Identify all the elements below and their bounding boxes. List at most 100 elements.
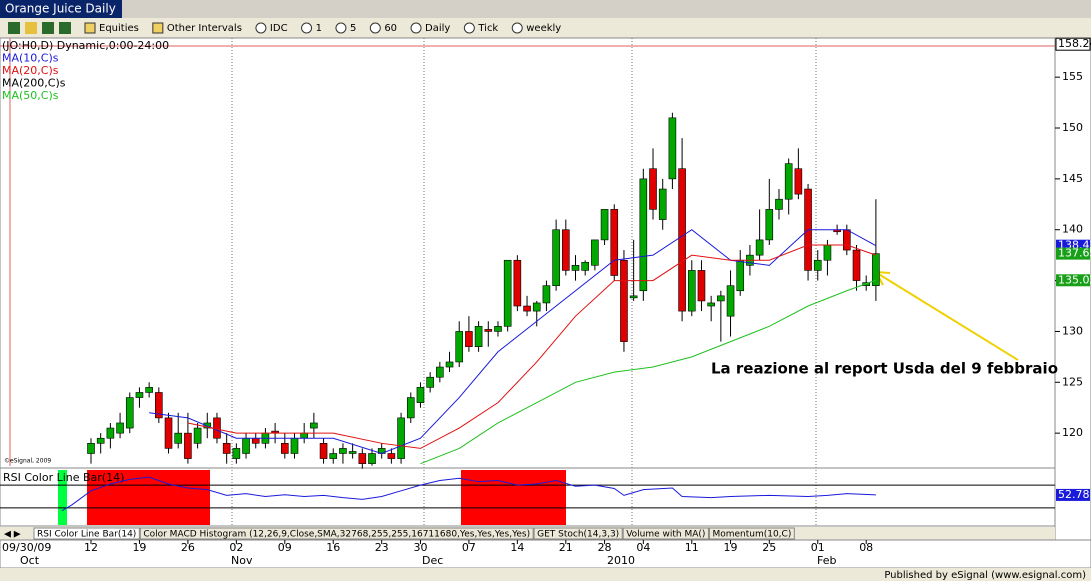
candle-body bbox=[232, 448, 241, 459]
candle-body bbox=[251, 437, 260, 444]
candle-body bbox=[678, 168, 686, 312]
toolbar bbox=[0, 18, 1091, 38]
candle-body bbox=[765, 209, 774, 241]
candle-body bbox=[348, 451, 357, 454]
candle-body bbox=[406, 397, 415, 419]
candle-body bbox=[145, 387, 153, 393]
candle-body bbox=[339, 448, 347, 454]
candle-body bbox=[562, 229, 570, 271]
candle-body bbox=[164, 417, 173, 449]
toolbar-icon bbox=[152, 22, 164, 34]
status-text: Published by eSignal (www.esignal.com) bbox=[884, 570, 1086, 581]
toolbar-icon bbox=[42, 22, 54, 34]
candle-body bbox=[843, 229, 851, 251]
candle-body bbox=[222, 443, 231, 454]
toolbar-icon bbox=[255, 22, 267, 34]
candle-body bbox=[184, 432, 192, 459]
candle-body bbox=[280, 443, 289, 454]
tab[interactable] bbox=[622, 527, 709, 540]
candle-body bbox=[552, 229, 560, 286]
rsi-title: RSI Color Line Bar(14) bbox=[3, 471, 124, 484]
candle-body bbox=[319, 443, 328, 459]
toolbar-button[interactable]: Daily bbox=[425, 23, 450, 34]
toolbar-button[interactable]: IDC bbox=[270, 23, 288, 34]
candle-body bbox=[135, 392, 144, 398]
candle-body bbox=[629, 295, 638, 299]
candle-body bbox=[784, 163, 793, 200]
x-tick-label: 09 bbox=[278, 541, 292, 554]
rsi-line bbox=[61, 476, 876, 512]
rsi-marker bbox=[1056, 488, 1090, 501]
candle-body bbox=[823, 244, 832, 261]
candle-body bbox=[726, 285, 735, 317]
candle-body bbox=[658, 188, 667, 220]
candle-body bbox=[310, 422, 318, 429]
legend-entry: MA(10,C)s bbox=[2, 52, 59, 65]
toolbar-icon bbox=[59, 22, 71, 34]
candle-body bbox=[717, 295, 725, 302]
candle-body bbox=[503, 259, 512, 327]
toolbar-button[interactable]: Equities bbox=[99, 23, 139, 34]
candle-body bbox=[465, 331, 473, 347]
toolbar-button[interactable]: 1 bbox=[316, 23, 322, 34]
candle-body bbox=[445, 361, 454, 368]
x-tick-label: 21 bbox=[559, 541, 573, 554]
candle-body bbox=[775, 198, 783, 210]
x-tick-label: 28 bbox=[598, 541, 612, 554]
month-label: Nov bbox=[231, 554, 253, 567]
price-axis bbox=[1054, 37, 1091, 541]
month-label: Dec bbox=[422, 554, 443, 567]
candle-body bbox=[329, 453, 338, 459]
tab-label: Color MACD Histogram (12,26,9,Close,SMA,… bbox=[143, 530, 530, 540]
toolbar-icon bbox=[25, 22, 37, 34]
toolbar-button[interactable]: Other Intervals bbox=[167, 23, 242, 34]
x-tick-label: 19 bbox=[132, 541, 146, 554]
price-panel bbox=[0, 37, 1056, 469]
toolbar-icon bbox=[84, 22, 96, 34]
candle-body bbox=[687, 270, 696, 312]
toolbar-button[interactable]: 60 bbox=[384, 23, 397, 34]
tab[interactable] bbox=[33, 527, 140, 540]
price-marker bbox=[1056, 247, 1090, 260]
rsi-zone-low bbox=[58, 470, 67, 525]
moving-average bbox=[420, 279, 877, 465]
start-date: 09/30/09 bbox=[2, 541, 51, 554]
price-box bbox=[1055, 37, 1091, 51]
y-tick-label: 155 bbox=[1062, 70, 1083, 83]
tab-label: GET Stoch(14,3,3) bbox=[537, 530, 619, 540]
candle-body bbox=[697, 270, 706, 302]
x-tick-label: 25 bbox=[762, 541, 776, 554]
annotation: La reazione al report Usda del 9 febbrai… bbox=[711, 360, 1058, 378]
month-label: Oct bbox=[20, 554, 40, 567]
rsi-zone-high bbox=[461, 470, 566, 525]
arrow-shaft bbox=[876, 272, 1019, 361]
toolbar-button[interactable]: weekly bbox=[526, 23, 561, 34]
price-marker-label: 135.03 bbox=[1058, 273, 1091, 286]
candle-body bbox=[416, 387, 425, 403]
toolbar-button[interactable]: 5 bbox=[350, 23, 356, 34]
y-tick-label: 140 bbox=[1062, 223, 1083, 236]
candle-body bbox=[193, 427, 202, 444]
tab[interactable] bbox=[533, 527, 623, 540]
toolbar-icon bbox=[511, 22, 523, 34]
moving-average bbox=[187, 244, 877, 449]
candle-body bbox=[649, 168, 657, 210]
candle-body bbox=[532, 302, 541, 312]
tab[interactable] bbox=[139, 527, 534, 540]
candle-body bbox=[668, 117, 677, 180]
candle-body bbox=[755, 239, 764, 256]
tab[interactable] bbox=[708, 527, 795, 540]
candle-body bbox=[852, 249, 861, 281]
tab-nav[interactable]: ◀ ▶ bbox=[4, 530, 21, 540]
title-bar bbox=[0, 0, 1091, 18]
x-tick-label: 30 bbox=[413, 541, 427, 554]
candle-body bbox=[155, 392, 163, 419]
toolbar-button[interactable]: Tick bbox=[477, 23, 498, 34]
candle-body bbox=[87, 443, 95, 454]
x-tick-label: 26 bbox=[181, 541, 195, 554]
month-label: 2010 bbox=[607, 554, 635, 567]
toolbar-icon bbox=[369, 22, 381, 34]
date-axis bbox=[0, 539, 1091, 569]
candle-body bbox=[96, 437, 105, 444]
